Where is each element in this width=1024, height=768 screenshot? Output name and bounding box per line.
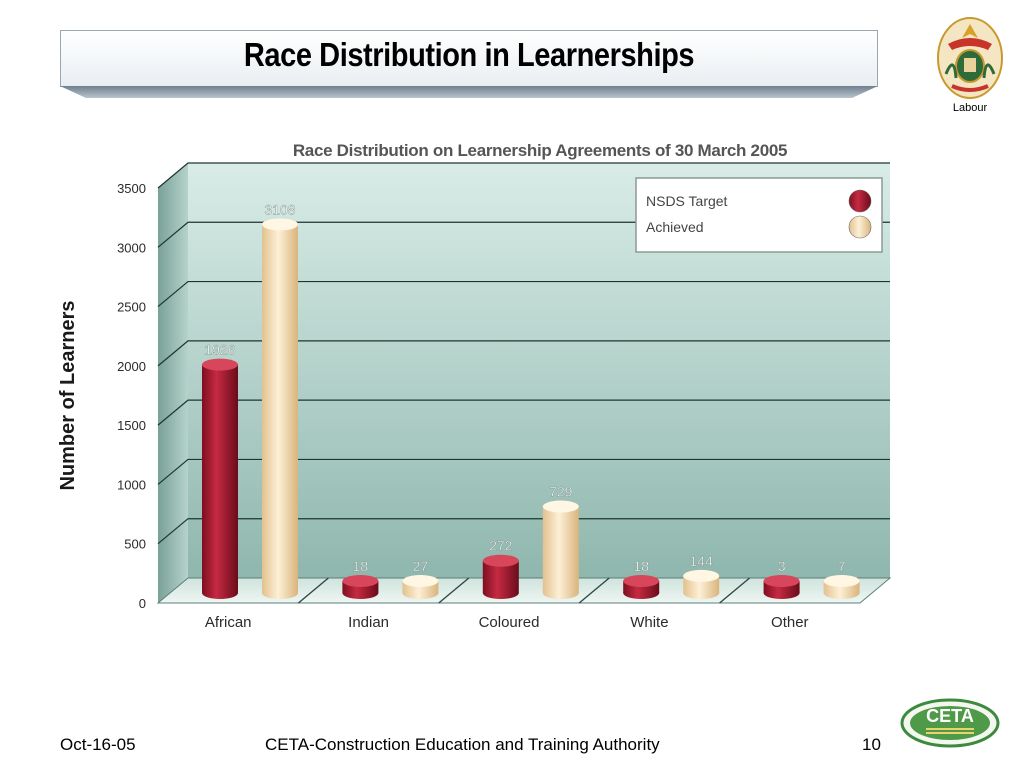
gridline (157, 340, 890, 367)
data-label: 1926 (204, 342, 235, 358)
race-distribution-chart: 0 500 1000 1500 2000 2500 3000 3500 Number of Le… (57, 141, 892, 631)
bar-cap (542, 500, 579, 513)
y-tick-label: 3500 (117, 181, 146, 196)
y-tick-label: 1000 (117, 477, 146, 492)
bar-base (823, 587, 860, 599)
y-tick-label: 500 (124, 537, 146, 552)
slide-title: Race Distribution in Learnerships (243, 36, 695, 73)
y-tick-label: 1500 (117, 418, 146, 433)
y-tick-label: 2500 (117, 300, 146, 315)
footer-organisation: CETA-Construction Education and Training… (265, 735, 660, 754)
category-divider (578, 577, 610, 604)
data-label: 144 (690, 553, 714, 569)
bar-base (763, 587, 800, 599)
y-tick-label: 3000 (117, 240, 146, 255)
gridline (157, 280, 890, 308)
bar-base (342, 587, 379, 599)
bar-cap (482, 554, 519, 567)
bar-cap (202, 358, 238, 371)
title-banner (60, 30, 878, 87)
gridline (157, 458, 890, 485)
bar-cap (402, 575, 439, 587)
data-label: 3 (778, 558, 786, 574)
footer-date: Oct-16-05 (60, 735, 136, 754)
page-number: 10 (862, 735, 881, 754)
x-category-label: Indian (348, 614, 389, 631)
bar-cap (262, 218, 298, 231)
bar-cap (683, 569, 720, 582)
legend-swatch (848, 215, 872, 239)
legend-label: Achieved (646, 219, 704, 235)
bar-target (202, 364, 238, 593)
bar-achieved (542, 506, 579, 593)
data-label: 729 (549, 484, 573, 500)
gridline (157, 162, 890, 189)
category-divider (438, 577, 470, 604)
ceta-logo: CETA (900, 698, 1000, 748)
y-tick-label: 0 (139, 596, 146, 611)
x-category-label: Coloured (479, 614, 540, 631)
legend-label: NSDS Target (646, 193, 728, 209)
bar-base (683, 587, 720, 599)
department-label: Labour (952, 102, 988, 114)
x-category-label: Other (771, 614, 809, 631)
bar-achieved (262, 224, 298, 593)
bar-base (262, 587, 298, 599)
category-divider (297, 577, 329, 604)
ceta-logo-text: CETA (926, 706, 974, 726)
data-label: 27 (413, 558, 429, 574)
bar-base (542, 587, 579, 599)
bar-cap (763, 575, 800, 587)
x-category-label: White (630, 614, 668, 631)
y-tick-label: 2000 (117, 359, 146, 374)
data-label: 7 (838, 558, 846, 574)
chart-side-wall (158, 163, 188, 603)
chart-title: Race Distribution on Learnership Agreeme… (293, 141, 787, 160)
data-label: 272 (489, 538, 513, 554)
bar-base (202, 587, 238, 599)
bar-base (623, 587, 660, 599)
bar-cap (623, 575, 660, 587)
legend-box (635, 177, 883, 253)
data-label: 18 (353, 558, 369, 574)
bar-base (482, 587, 519, 599)
data-label: 3108 (264, 201, 295, 217)
gridline (157, 518, 890, 545)
bar-cap (342, 575, 379, 587)
title-banner-bevel (60, 86, 878, 98)
coat-of-arms-logo (937, 17, 1003, 99)
category-divider (719, 577, 751, 604)
y-axis-title: Number of Learners (57, 300, 79, 490)
data-label: 18 (633, 558, 649, 574)
bar-base (402, 587, 439, 599)
bar-cap (823, 575, 860, 587)
x-category-label: African (205, 614, 252, 631)
gridline (157, 399, 890, 426)
legend-swatch (848, 189, 872, 213)
